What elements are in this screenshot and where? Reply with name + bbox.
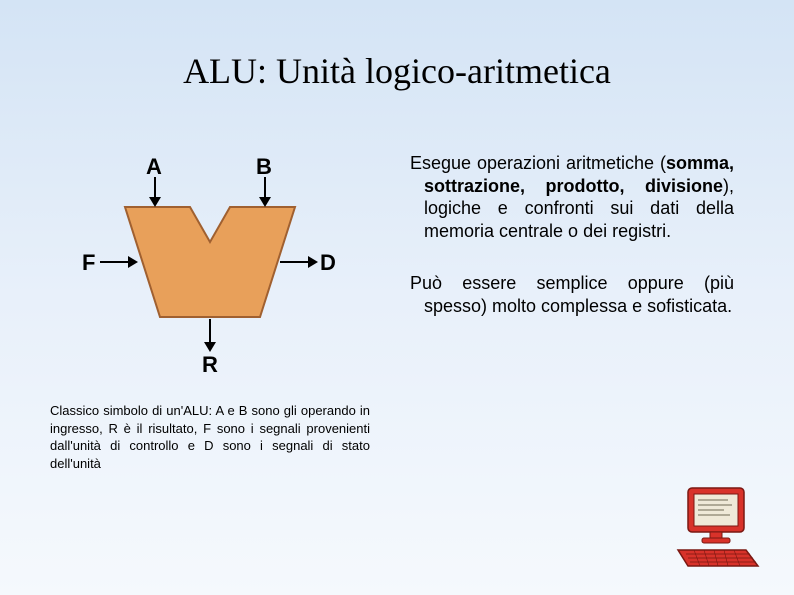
alu-label-d: D <box>320 250 336 276</box>
right-column: Esegue operazioni aritmetiche (somma, so… <box>410 152 754 472</box>
alu-label-r: R <box>202 352 218 378</box>
arrow-d-line <box>280 261 308 263</box>
arrow-d-head <box>308 256 318 268</box>
arrow-b-head <box>259 197 271 207</box>
alu-polygon <box>125 207 295 317</box>
paragraph-1: Esegue operazioni aritmetiche (somma, so… <box>410 152 734 242</box>
arrow-r-line <box>209 319 211 342</box>
arrow-a-line <box>154 177 156 197</box>
content-row: A B F D R Classico simbolo di un'ALU: A … <box>0 92 794 472</box>
page-title: ALU: Unità logico-aritmetica <box>0 0 794 92</box>
arrow-f-line <box>100 261 128 263</box>
left-column: A B F D R Classico simbolo di un'ALU: A … <box>40 152 380 472</box>
arrow-b-line <box>264 177 266 197</box>
computer-icon <box>674 482 764 577</box>
arrow-f-head <box>128 256 138 268</box>
paragraph-2: Può essere semplice oppure (più spesso) … <box>410 272 734 317</box>
p1-lead: Esegue operazioni aritmetiche ( <box>410 153 666 173</box>
arrow-r-head <box>204 342 216 352</box>
alu-label-f: F <box>82 250 95 276</box>
alu-diagram: A B F D R <box>70 152 350 382</box>
arrow-a-head <box>149 197 161 207</box>
figure-caption: Classico simbolo di un'ALU: A e B sono g… <box>40 402 380 472</box>
